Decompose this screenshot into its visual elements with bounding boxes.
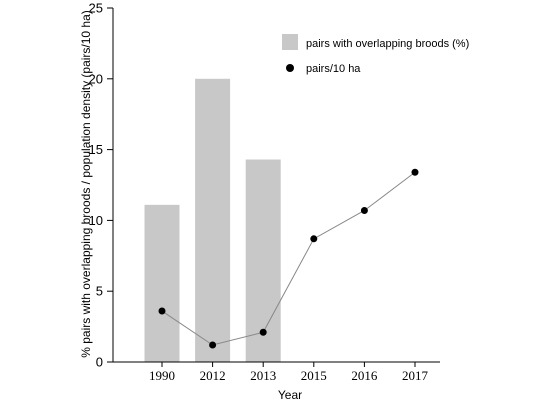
point-2012	[209, 341, 217, 349]
point-1990	[158, 307, 166, 315]
x-ticks: 1990 2012 2013 2015 2016 2017	[149, 362, 429, 383]
point-2017	[411, 168, 419, 176]
y-tick-label: 5	[96, 284, 103, 299]
x-tick-label: 2012	[200, 368, 226, 383]
y-tick-label: 25	[89, 1, 103, 16]
y-tick-label: 20	[89, 71, 103, 86]
bars-layer	[144, 78, 281, 363]
point-2015	[310, 235, 318, 243]
x-tick-label: 1990	[149, 368, 175, 383]
point-2013	[259, 328, 267, 336]
axes-layer	[112, 8, 440, 363]
x-tick-label: 2017	[402, 368, 429, 383]
points-layer	[158, 168, 419, 349]
legend-swatch-points	[286, 64, 294, 72]
legend-label-bars: pairs with overlapping broods (%)	[306, 38, 469, 50]
x-tick-label: 2015	[301, 368, 327, 383]
y-ticks: 0 5 10 15 20 25	[89, 1, 113, 370]
x-tick-label: 2013	[250, 368, 276, 383]
legend-swatch-bars	[282, 34, 298, 50]
legend-label-points: pairs/10 ha	[306, 63, 361, 75]
legend: pairs with overlapping broods (%) pairs/…	[282, 34, 469, 75]
x-axis-title: Year	[278, 388, 302, 402]
bar-1990	[144, 204, 180, 362]
bar-2012	[195, 78, 231, 363]
y-tick-label: 15	[89, 142, 103, 157]
line-layer	[161, 171, 416, 346]
x-tick-label: 2016	[351, 368, 378, 383]
bar-2013	[245, 159, 281, 362]
y-axis-title: % pairs with overlapping broods / popula…	[79, 10, 93, 358]
point-2016	[360, 206, 368, 214]
y-tick-label: 10	[89, 213, 103, 228]
y-tick-label: 0	[96, 355, 103, 370]
density-line	[161, 171, 416, 346]
